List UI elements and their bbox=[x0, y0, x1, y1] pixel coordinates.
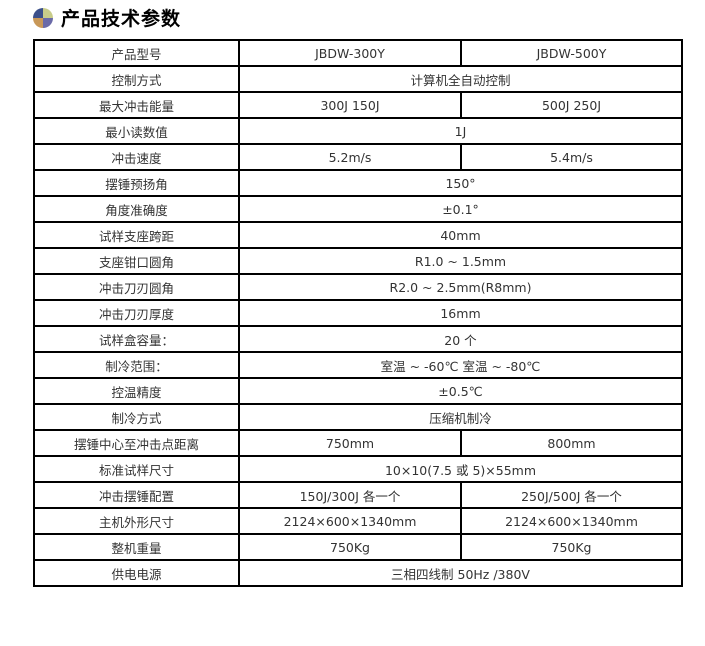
table-row: 冲击摆锤配置 150J/300J 各一个 250J/500J 各一个 bbox=[33, 481, 683, 509]
spec-label: 冲击速度 bbox=[33, 143, 240, 171]
page-title: 产品技术参数 bbox=[61, 8, 182, 30]
table-row: 最小读数值 1J bbox=[33, 117, 683, 145]
table-row: 冲击速度 5.2m/s 5.4m/s bbox=[33, 143, 683, 171]
spec-label: 产品型号 bbox=[33, 39, 240, 67]
spec-value: ±0.1° bbox=[238, 195, 683, 223]
table-row: 角度准确度 ±0.1° bbox=[33, 195, 683, 223]
spec-label: 冲击刀刃圆角 bbox=[33, 273, 240, 301]
spec-value-500y: 800mm bbox=[460, 429, 683, 457]
table-row: 冲击刀刃厚度 16mm bbox=[33, 299, 683, 327]
table-row: 试样盒容量： 20 个 bbox=[33, 325, 683, 353]
spec-value-500y: 5.4m/s bbox=[460, 143, 683, 171]
spec-value-300y: 750Kg bbox=[238, 533, 462, 561]
table-row: 主机外形尺寸 2124×600×1340mm 2124×600×1340mm bbox=[33, 507, 683, 535]
table-row: 控温精度 ±0.5℃ bbox=[33, 377, 683, 405]
spec-value: 1J bbox=[238, 117, 683, 145]
table-row: 制冷范围： 室温 ~ -60℃ 室温 ~ -80℃ bbox=[33, 351, 683, 379]
spec-value-300y: 5.2m/s bbox=[238, 143, 462, 171]
spec-value: 计算机全自动控制 bbox=[238, 65, 683, 93]
spec-value-300y: 2124×600×1340mm bbox=[238, 507, 462, 535]
spec-value-300y: 150J/300J 各一个 bbox=[238, 481, 462, 509]
spec-label: 摆锤中心至冲击点距离 bbox=[33, 429, 240, 457]
spec-value-300y: JBDW-300Y bbox=[238, 39, 462, 67]
spec-value: ±0.5℃ bbox=[238, 377, 683, 405]
spec-label: 整机重量 bbox=[33, 533, 240, 561]
spec-table: 产品型号 JBDW-300Y JBDW-500Y 控制方式 计算机全自动控制 最大冲击能量… bbox=[33, 39, 683, 587]
spec-value: 20 个 bbox=[238, 325, 683, 353]
spec-label: 制冷方式 bbox=[33, 403, 240, 431]
table-row: 制冷方式 压缩机制冷 bbox=[33, 403, 683, 431]
table-row: 标准试样尺寸 10×10(7.5 或 5)×55mm bbox=[33, 455, 683, 483]
table-row: 支座钳口圆角 R1.0 ~ 1.5mm bbox=[33, 247, 683, 275]
spec-value: 40mm bbox=[238, 221, 683, 249]
table-row: 整机重量 750Kg 750Kg bbox=[33, 533, 683, 561]
spec-value-300y: 750mm bbox=[238, 429, 462, 457]
table-row: 控制方式 计算机全自动控制 bbox=[33, 65, 683, 93]
table-row: 供电电源 三相四线制 50Hz /380V bbox=[33, 559, 683, 587]
spec-value: 150° bbox=[238, 169, 683, 197]
spec-value-500y: JBDW-500Y bbox=[460, 39, 683, 67]
spec-value: R2.0 ~ 2.5mm(R8mm) bbox=[238, 273, 683, 301]
spec-label: 主机外形尺寸 bbox=[33, 507, 240, 535]
spec-label: 冲击刀刃厚度 bbox=[33, 299, 240, 327]
spec-label: 制冷范围： bbox=[33, 351, 240, 379]
spec-value-300y: 300J 150J bbox=[238, 91, 462, 119]
spec-label: 最小读数值 bbox=[33, 117, 240, 145]
spec-value: 三相四线制 50Hz /380V bbox=[238, 559, 683, 587]
spec-label: 摆锤预扬角 bbox=[33, 169, 240, 197]
spec-value-500y: 500J 250J bbox=[460, 91, 683, 119]
spec-label: 试样盒容量： bbox=[33, 325, 240, 353]
quadrant-logo-icon bbox=[33, 7, 53, 28]
spec-label: 角度准确度 bbox=[33, 195, 240, 223]
spec-label: 冲击摆锤配置 bbox=[33, 481, 240, 509]
spec-label: 标准试样尺寸 bbox=[33, 455, 240, 483]
table-row: 试样支座跨距 40mm bbox=[33, 221, 683, 249]
spec-value: 室温 ~ -60℃ 室温 ~ -80℃ bbox=[238, 351, 683, 379]
table-row: 最大冲击能量 300J 150J 500J 250J bbox=[33, 91, 683, 119]
spec-value-500y: 250J/500J 各一个 bbox=[460, 481, 683, 509]
table-row: 摆锤预扬角 150° bbox=[33, 169, 683, 197]
spec-value-500y: 2124×600×1340mm bbox=[460, 507, 683, 535]
spec-label: 最大冲击能量 bbox=[33, 91, 240, 119]
spec-label: 支座钳口圆角 bbox=[33, 247, 240, 275]
table-row: 摆锤中心至冲击点距离 750mm 800mm bbox=[33, 429, 683, 457]
spec-label: 控制方式 bbox=[33, 65, 240, 93]
spec-value: R1.0 ~ 1.5mm bbox=[238, 247, 683, 275]
table-row: 冲击刀刃圆角 R2.0 ~ 2.5mm(R8mm) bbox=[33, 273, 683, 301]
spec-value: 10×10(7.5 或 5)×55mm bbox=[238, 455, 683, 483]
section-header: 产品技术参数 bbox=[33, 4, 181, 31]
spec-label: 试样支座跨距 bbox=[33, 221, 240, 249]
spec-label: 供电电源 bbox=[33, 559, 240, 587]
table-row: 产品型号 JBDW-300Y JBDW-500Y bbox=[33, 39, 683, 67]
spec-value: 16mm bbox=[238, 299, 683, 327]
spec-value-500y: 750Kg bbox=[460, 533, 683, 561]
spec-value: 压缩机制冷 bbox=[238, 403, 683, 431]
spec-label: 控温精度 bbox=[33, 377, 240, 405]
